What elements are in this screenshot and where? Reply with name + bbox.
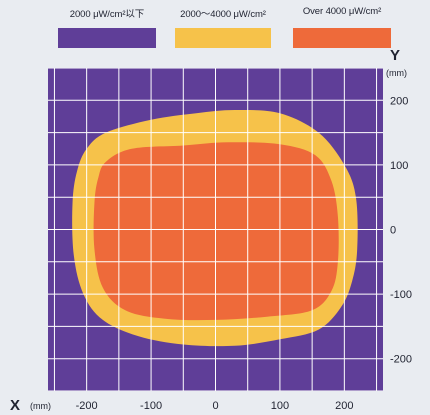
legend: 2000 μW/cm²以下 2000～4000 μW/cm² Over 4000… (0, 6, 430, 50)
y-tick-label: 100 (390, 160, 408, 172)
legend-swatch-high (293, 28, 391, 48)
regions-layer (72, 109, 358, 347)
legend-label-low: 2000 μW/cm²以下 (69, 9, 145, 20)
x-tick-labels: -200 -100 0 100 200 (76, 400, 354, 412)
y-axis-letter: Y (390, 47, 400, 64)
x-tick-label: 100 (271, 400, 289, 412)
y-tick-label: -100 (390, 289, 412, 301)
legend-label-high: Over 4000 μW/cm² (302, 6, 382, 17)
x-axis-unit: (mm) (30, 401, 51, 411)
legend-swatch-low (58, 28, 156, 48)
legend-item-low: 2000 μW/cm²以下 (58, 6, 156, 50)
y-tick-labels: 200 100 0 -100 -200 (390, 95, 412, 365)
legend-swatch-mid (175, 28, 271, 48)
y-tick-label: -200 (390, 354, 412, 366)
y-tick-label: 0 (390, 225, 396, 237)
x-tick-label: 200 (335, 400, 353, 412)
region-high-intensity (93, 142, 339, 321)
x-tick-label: -100 (140, 400, 162, 412)
grid-layer (48, 68, 383, 391)
legend-item-high: Over 4000 μW/cm² (293, 6, 391, 50)
y-tick-label: 200 (390, 95, 408, 107)
legend-label-mid: 2000～4000 μW/cm² (180, 9, 266, 20)
legend-item-mid: 2000～4000 μW/cm² (175, 6, 271, 50)
y-axis-unit: (mm) (386, 68, 407, 78)
x-axis-letter: X (10, 397, 20, 414)
x-tick-label: 0 (212, 400, 218, 412)
x-tick-label: -200 (76, 400, 98, 412)
